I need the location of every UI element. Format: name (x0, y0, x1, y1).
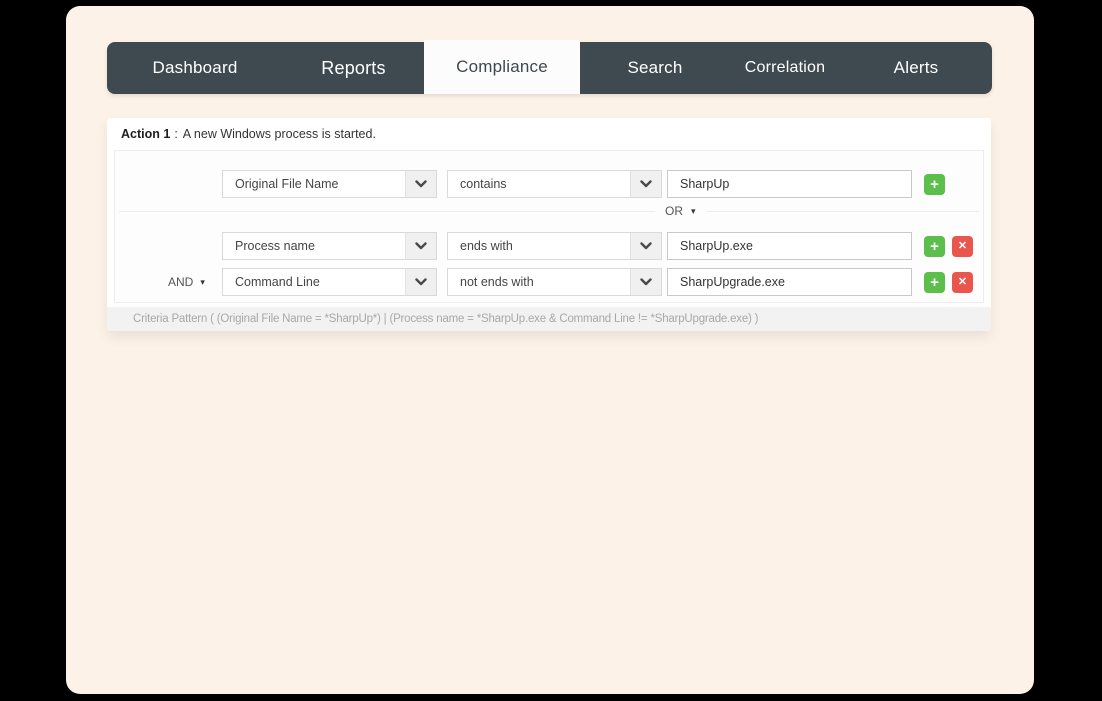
add-criteria-button-row2[interactable]: + (924, 236, 945, 257)
operator-select-row1-value: contains (460, 177, 507, 191)
tab-reports[interactable]: Reports (321, 57, 386, 78)
add-criteria-button-row3[interactable]: + (924, 272, 945, 293)
action-description: A new Windows process is started. (182, 127, 376, 141)
action-label: Action 1 (121, 127, 171, 141)
remove-criteria-button-row2[interactable]: ✕ (952, 236, 973, 257)
caret-down-icon: ▾ (200, 276, 205, 287)
operator-select-row3-value: not ends with (460, 275, 534, 289)
chevron-down-icon (630, 233, 661, 259)
operator-select-row1[interactable]: contains (447, 170, 662, 198)
close-icon: ✕ (957, 240, 968, 252)
close-icon: ✕ (957, 276, 968, 288)
and-connector[interactable]: AND ▾ (168, 268, 205, 296)
remove-criteria-button-row3[interactable]: ✕ (952, 272, 973, 293)
value-input-row1[interactable] (667, 170, 912, 198)
plus-icon: + (930, 176, 939, 193)
plus-icon: + (930, 238, 939, 255)
action-panel-header: Action 1 : A new Windows process is star… (107, 118, 991, 150)
field-select-row1[interactable]: Original File Name (222, 170, 437, 198)
app-canvas: Dashboard Reports Compliance Search Corr… (66, 6, 1034, 694)
main-nav-tabbar: Dashboard Reports Compliance Search Corr… (107, 40, 992, 94)
operator-select-row2-value: ends with (460, 239, 513, 253)
add-criteria-button-row1[interactable]: + (924, 174, 945, 195)
criteria-pattern-text: Criteria Pattern ( (Original File Name =… (133, 313, 759, 325)
tab-dashboard[interactable]: Dashboard (152, 58, 238, 77)
action-panel: Action 1 : A new Windows process is star… (107, 118, 991, 331)
or-connector-label: OR (665, 204, 683, 218)
tab-alerts[interactable]: Alerts (893, 58, 939, 77)
chevron-down-icon (630, 269, 661, 295)
tab-search[interactable]: Search (627, 58, 683, 77)
operator-select-row2[interactable]: ends with (447, 232, 662, 260)
action-separator: : (174, 127, 178, 141)
or-connector[interactable]: OR ▾ (655, 202, 706, 220)
or-divider-line (119, 211, 979, 212)
field-select-row2[interactable]: Process name (222, 232, 437, 260)
criteria-pattern-bar: Criteria Pattern ( (Original File Name =… (107, 307, 991, 331)
value-input-row2[interactable] (667, 232, 912, 260)
field-select-row3-value: Command Line (235, 275, 320, 289)
operator-select-row3[interactable]: not ends with (447, 268, 662, 296)
chevron-down-icon (630, 171, 661, 197)
caret-down-icon: ▾ (691, 205, 696, 216)
chevron-down-icon (405, 269, 436, 295)
field-select-row2-value: Process name (235, 239, 315, 253)
chevron-down-icon (405, 233, 436, 259)
tab-correlation[interactable]: Correlation (744, 59, 826, 76)
tab-compliance[interactable]: Compliance (424, 40, 580, 94)
value-input-row3[interactable] (667, 268, 912, 296)
field-select-row3[interactable]: Command Line (222, 268, 437, 296)
field-select-row1-value: Original File Name (235, 177, 339, 191)
and-connector-label: AND (168, 275, 194, 289)
plus-icon: + (930, 274, 939, 291)
chevron-down-icon (405, 171, 436, 197)
